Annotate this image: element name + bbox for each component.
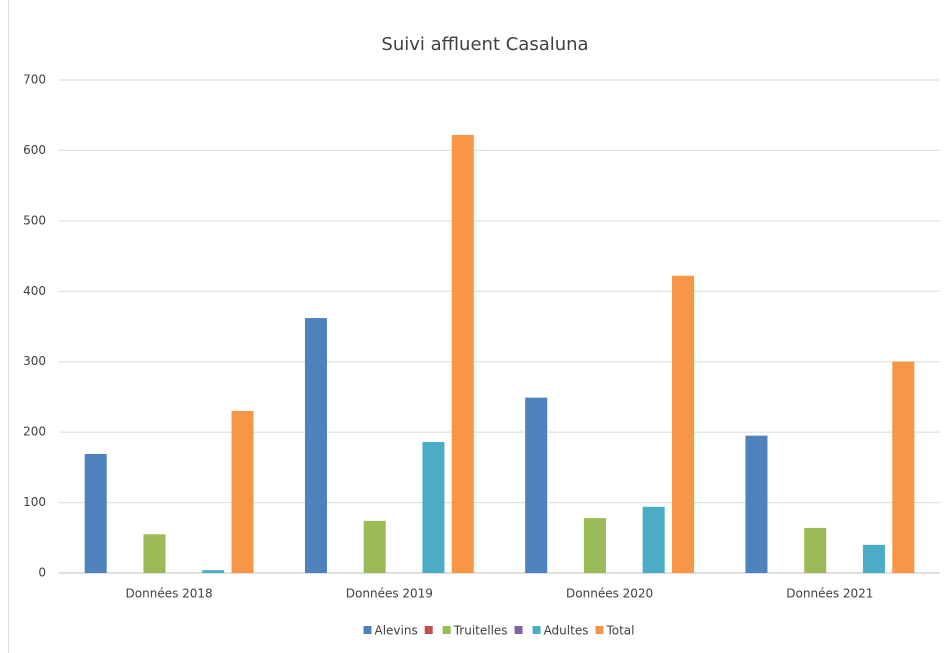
bar (583, 518, 606, 573)
legend-swatch (442, 626, 451, 634)
y-tick-label: 400 (23, 284, 46, 298)
legend-swatch (514, 626, 523, 634)
y-tick-label: 200 (23, 425, 46, 439)
bar (202, 570, 225, 573)
y-tick-label: 300 (23, 354, 46, 368)
x-tick-label: Données 2019 (346, 587, 433, 601)
bar (745, 435, 768, 573)
legend-label: Total (605, 624, 634, 638)
bar (672, 275, 695, 573)
legend-swatch (595, 626, 604, 634)
legend-label: Adultes (544, 624, 589, 638)
bar (862, 544, 885, 573)
legend-swatch (424, 626, 433, 634)
y-tick-label: 600 (23, 143, 46, 157)
legend-swatch (532, 626, 541, 634)
x-tick-label: Données 2018 (126, 587, 213, 601)
bar (363, 520, 386, 573)
x-tick-label: Données 2020 (566, 587, 653, 601)
bar (84, 453, 107, 573)
bar (143, 534, 166, 573)
y-tick-label: 500 (23, 213, 46, 227)
legend-label: Alevins (375, 624, 418, 638)
y-tick-label: 0 (38, 566, 46, 580)
bar (642, 506, 665, 573)
chart-title: Suivi affluent Casaluna (381, 34, 588, 55)
bar (804, 527, 827, 573)
y-tick-label: 700 (23, 73, 46, 87)
bar (892, 361, 915, 573)
bar (231, 411, 254, 573)
bar (451, 134, 474, 574)
bar (422, 442, 445, 573)
x-tick-label: Données 2021 (786, 587, 873, 601)
bar (525, 397, 548, 573)
legend-label: Truitelles (453, 624, 508, 638)
bar (304, 318, 327, 573)
legend-swatch (363, 626, 372, 634)
y-tick-label: 100 (23, 495, 46, 509)
